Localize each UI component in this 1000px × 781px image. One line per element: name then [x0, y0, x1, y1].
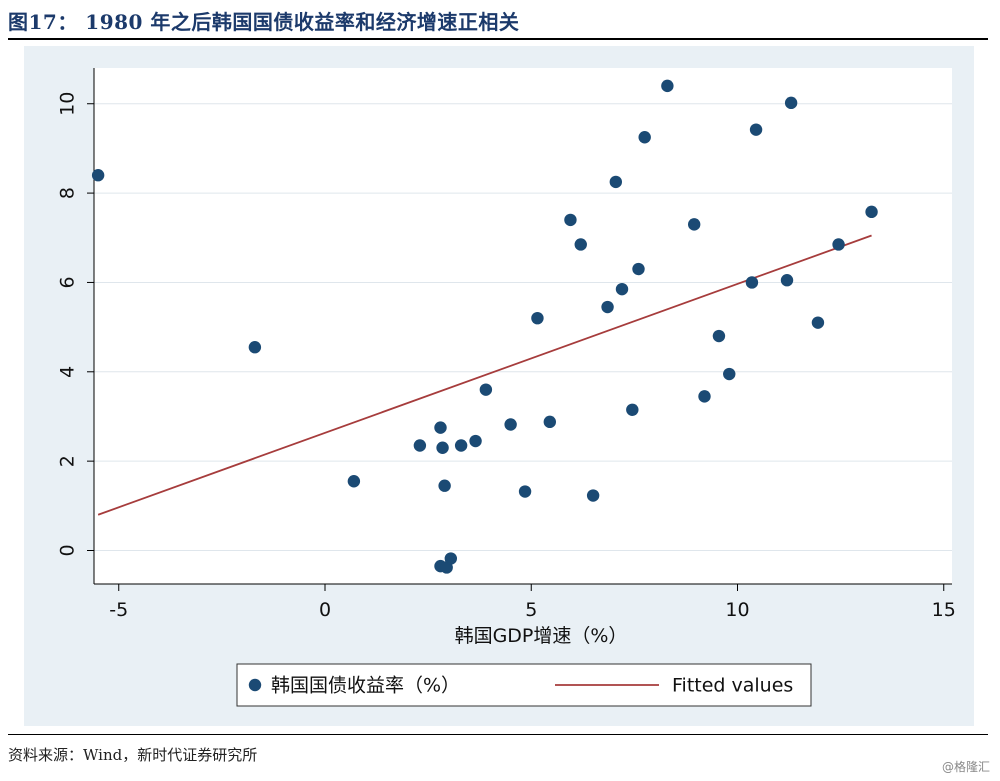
data-point — [413, 439, 427, 452]
data-point — [248, 341, 262, 354]
y-tick-label: 8 — [57, 187, 79, 199]
chart-panel: 0 2 4 6 8 10 -5 0 5 10 15 韩国GDP增速（%） 韩国国债收益率（%） Fitte… — [24, 46, 974, 726]
source-divider — [8, 734, 988, 735]
x-tick-label: 10 — [725, 599, 749, 621]
source-note: 资料来源：Wind，新时代证券研究所 — [8, 746, 258, 764]
data-point — [749, 123, 763, 136]
legend-point-marker — [248, 678, 262, 692]
fitted-line — [97, 234, 872, 516]
data-point — [712, 329, 726, 343]
data-point — [626, 403, 639, 416]
legend-label-fit: Fitted values — [672, 675, 793, 697]
y-tick-label: 0 — [57, 544, 79, 556]
data-point — [661, 79, 674, 93]
data-point — [454, 439, 468, 452]
x-tick-label: 5 — [525, 599, 537, 621]
legend-box — [236, 663, 812, 707]
data-point — [531, 311, 544, 325]
data-point — [444, 552, 458, 565]
data-point — [586, 489, 600, 502]
data-point — [574, 238, 587, 251]
y-tick-label: 4 — [57, 366, 79, 378]
data-point — [543, 415, 557, 429]
y-tick-label: 2 — [57, 455, 79, 467]
x-tick-label: 0 — [319, 599, 331, 621]
data-point — [438, 479, 451, 492]
data-point — [698, 390, 711, 403]
legend-label-scatter: 韩国国债收益率（%） — [271, 675, 460, 697]
data-point — [601, 300, 614, 314]
data-point — [811, 316, 825, 329]
data-point — [687, 218, 701, 231]
data-point — [564, 213, 577, 227]
data-point — [91, 169, 105, 182]
data-point — [780, 274, 794, 287]
data-point — [723, 367, 736, 381]
data-point — [865, 205, 878, 219]
data-point — [745, 276, 759, 289]
y-tick-label: 10 — [57, 92, 79, 116]
data-point — [609, 175, 623, 189]
plot-area — [94, 68, 952, 584]
watermark: @格隆汇 — [941, 760, 990, 774]
scatter-chart: 0 2 4 6 8 10 -5 0 5 10 15 韩国GDP增速（%） 韩国国债收益率（%） Fitte… — [57, 68, 956, 707]
data-point — [434, 421, 447, 434]
data-point — [832, 238, 845, 251]
title-divider — [8, 38, 988, 40]
y-tick-label: 6 — [57, 276, 79, 288]
x-tick-label: -5 — [109, 599, 128, 621]
data-point — [479, 383, 493, 396]
data-point — [518, 485, 532, 498]
data-point — [469, 434, 482, 448]
data-point — [638, 131, 651, 144]
data-point — [347, 475, 361, 488]
figure-title: 图17： 1980 年之后韩国国债收益率和经济增速正相关 — [8, 10, 520, 34]
data-point — [632, 262, 645, 276]
data-point — [784, 96, 798, 110]
x-tick-label: 15 — [932, 599, 956, 621]
data-point — [615, 282, 629, 296]
x-axis-title: 韩国GDP增速（%） — [455, 625, 628, 647]
data-point — [504, 418, 517, 431]
data-point — [436, 441, 449, 454]
